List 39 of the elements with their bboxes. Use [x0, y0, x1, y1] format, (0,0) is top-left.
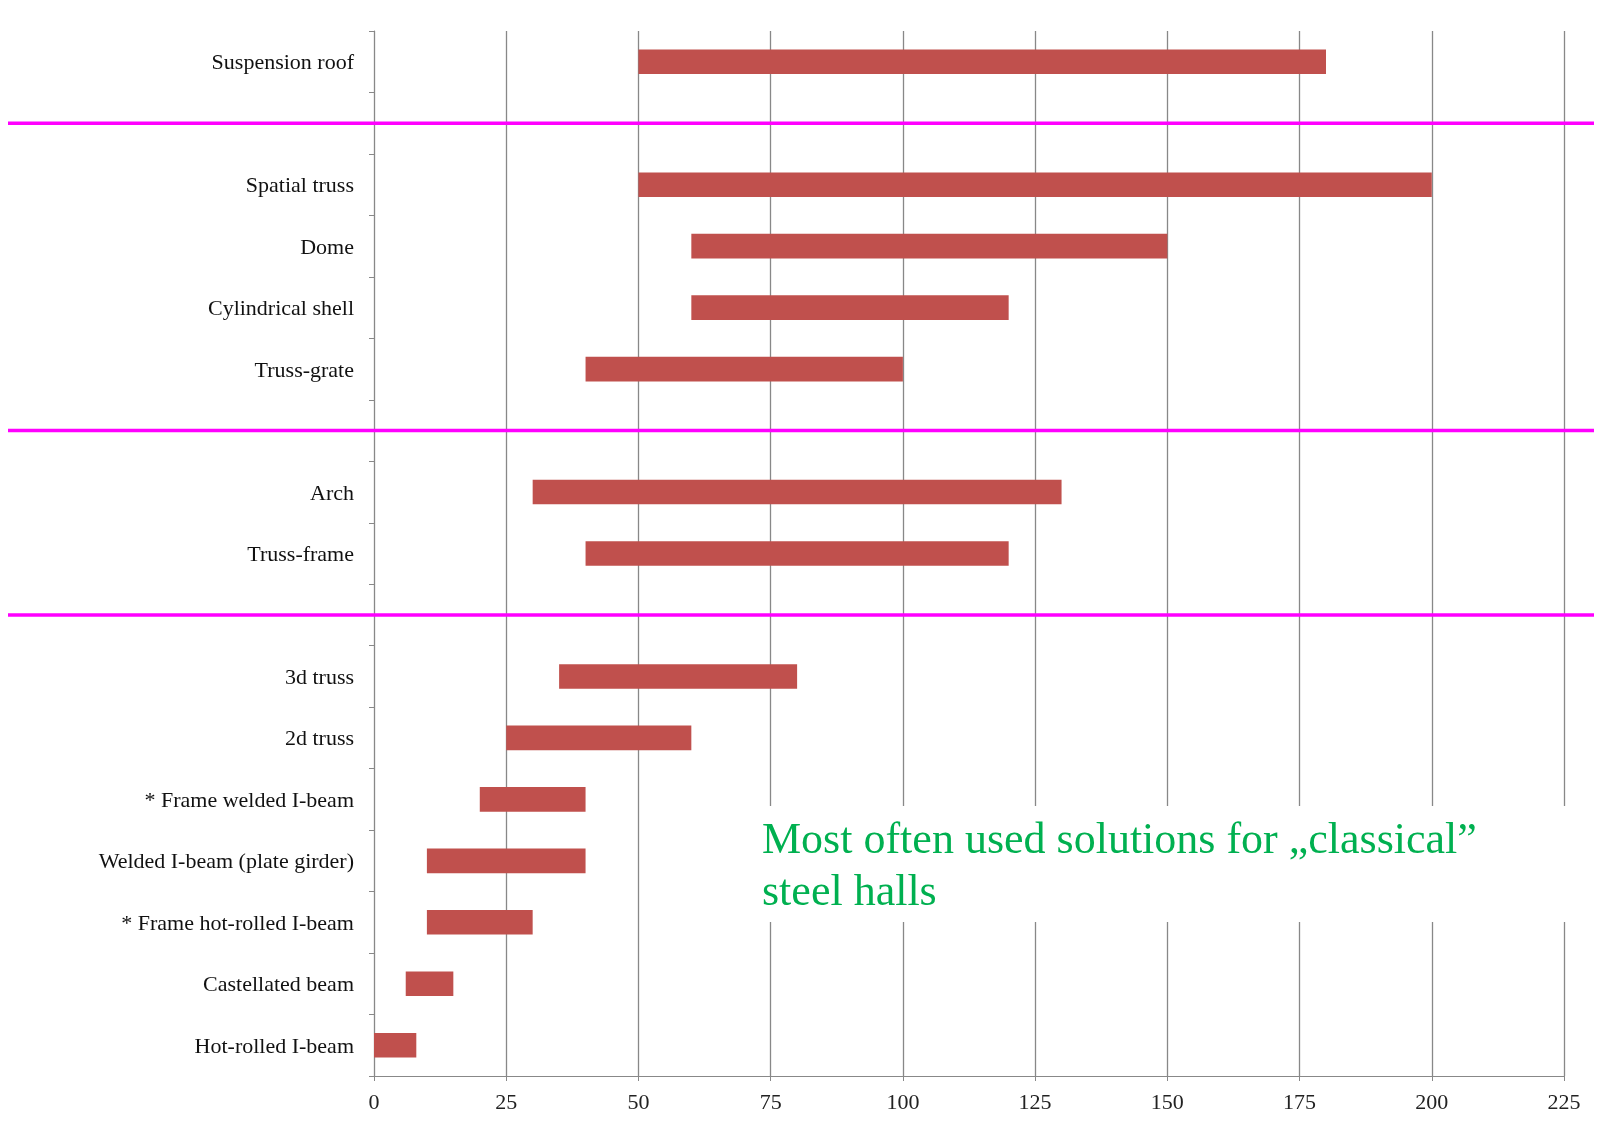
bar [691, 233, 1168, 259]
x-tick-label: 225 [1547, 1088, 1581, 1114]
x-tick-label: 50 [627, 1088, 650, 1114]
y-tick-label: Castellated beam [203, 971, 354, 997]
y-tick-label: * Frame hot-rolled I-beam [121, 909, 354, 935]
bar [532, 479, 1062, 505]
bar [691, 295, 1009, 320]
bar [585, 356, 903, 382]
y-tick-label: Arch [310, 479, 354, 505]
x-tick-label: 200 [1415, 1088, 1449, 1114]
bar [426, 848, 586, 874]
bar [426, 910, 533, 935]
x-tick-label: 150 [1150, 1088, 1184, 1114]
y-tick-label: Cylindrical shell [207, 295, 354, 321]
y-tick-label: 2d truss [284, 725, 354, 751]
x-tick-label: 175 [1283, 1088, 1317, 1114]
y-tick-label: * Frame welded I-beam [144, 786, 354, 812]
y-tick-label: Welded I-beam (plate girder) [98, 848, 354, 874]
bar [506, 725, 692, 751]
bar [638, 172, 1432, 197]
y-tick-label: Truss-frame [247, 541, 354, 566]
y-tick-label: 3d truss [284, 663, 354, 689]
x-tick-label: 125 [1018, 1088, 1052, 1114]
y-tick-label: Suspension roof [211, 49, 355, 75]
x-tick-label: 0 [368, 1088, 380, 1114]
annotation: Most often used solutions for „classical” steel halls [762, 813, 1488, 915]
x-tick-label: 75 [759, 1088, 782, 1114]
bar [374, 1032, 417, 1058]
y-tick-label: Hot-rolled I-beam [194, 1032, 354, 1058]
bar [559, 664, 798, 689]
bar [638, 49, 1326, 75]
x-tick-label: 100 [886, 1088, 920, 1114]
bar [585, 541, 1009, 566]
bar [479, 787, 586, 812]
x-tick-label: 25 [495, 1088, 518, 1114]
bar [405, 971, 454, 997]
y-tick-label: Dome [300, 233, 354, 259]
y-tick-label: Truss-grate [254, 356, 354, 382]
y-tick-label: Spatial truss [245, 172, 354, 198]
